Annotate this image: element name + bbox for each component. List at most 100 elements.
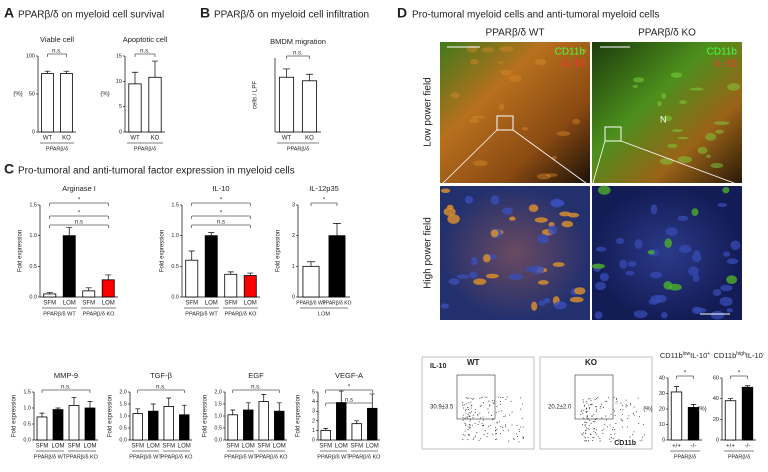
microscopy-image [592,186,742,320]
cell [440,188,451,194]
flow-dot [622,426,624,428]
flow-dot [590,433,592,435]
significance-bracket [325,402,373,406]
flow-dot [494,400,496,402]
flow-dot [469,427,471,429]
flow-dot [497,396,499,398]
significance-bracket [49,215,109,219]
y-axis-label: (%) [643,407,652,413]
flow-dot [601,429,603,431]
y-tick-label: 40 [659,375,665,381]
chart-title-part: low [683,351,691,357]
cell [550,199,565,207]
cell [469,271,478,279]
flow-dot [470,407,472,409]
legend-label: CD11b [555,47,586,58]
y-tick-label: 2 [292,233,295,239]
flow-dot [467,407,469,409]
significance-bracket [49,224,109,228]
x-tick-label: KO [62,136,71,142]
cell [650,271,663,279]
flow-dot [605,419,607,421]
flow-dot [499,396,501,398]
y-tick-label: 0.5 [23,421,31,427]
tissue [697,146,708,154]
cell [599,272,610,282]
flow-dot [492,433,494,435]
flow-dot [467,434,469,436]
flow-dot [610,437,612,439]
flow-dot [604,423,606,425]
x-tick-label: WT [282,136,292,142]
flow-dot [620,402,622,404]
bar [52,409,64,441]
flow-dot [468,402,470,404]
error-bar [690,404,697,408]
flow-dot [601,403,603,405]
significance-label: n.s. [52,49,62,55]
tissue [713,121,730,126]
flow-dot [465,412,467,414]
flow-dot [465,396,467,398]
cell [595,281,606,291]
flow-dot [627,417,629,419]
y-tick-label: 1.5 [214,401,222,407]
flow-dot [464,410,466,412]
flow-gate-value: 20.2±2.0 [548,405,572,411]
flow-dot [608,438,610,440]
zoom-line [512,129,591,187]
x-tick-label: LOM [147,444,160,450]
y-axis-label: Fold expression [296,395,302,437]
flow-dot [495,427,497,429]
flow-dot [626,404,628,406]
y-tick-label: 3 [312,409,315,415]
flow-dot [477,415,479,417]
bar [163,405,174,441]
error-bar [188,250,195,261]
flow-dot [505,426,507,428]
x-tick-label: SFM [224,301,237,307]
flow-dot [483,424,485,426]
flow-dot [599,407,601,409]
group-label: PPARβ/δ KO [256,454,289,460]
flow-dot [518,431,520,433]
cell [650,204,658,215]
cell [665,227,678,236]
tissue [497,61,504,64]
tissue [498,103,505,111]
group-label: PPARβ/δ [287,146,309,152]
significance-bracket [325,389,373,393]
significance-bracket [137,389,185,393]
flow-dot [586,427,588,429]
flow-dot [587,418,589,420]
group-label: PPARβ/δ KO [225,311,258,317]
cell [501,207,514,215]
flow-dot [596,418,598,420]
flow-dot [584,440,586,442]
bar [274,410,285,441]
error-bar [71,397,77,406]
flow-dot [619,441,621,443]
flow-dot [467,439,469,441]
flow-dot [582,412,584,414]
flow-dot [620,418,622,420]
flow-dot [469,424,471,426]
flow-dot [467,408,469,410]
flow-title: WT [467,358,480,367]
error-bar [673,386,680,392]
flow-dot [473,437,475,439]
bar [224,273,238,298]
bar [148,76,162,133]
flow-dot [487,408,489,410]
tissue [545,173,558,177]
flow-dot [585,437,587,439]
flow-dot [482,416,484,418]
flow-dot [483,434,485,436]
cell [569,296,584,303]
bar [179,414,190,441]
y-tick-label: 30 [659,391,665,397]
chart-title-part: IL-10 [690,351,707,360]
y-tick-label: 1.0 [171,233,179,239]
y-tick-label: 20 [659,406,665,412]
flow-dot [585,407,587,409]
